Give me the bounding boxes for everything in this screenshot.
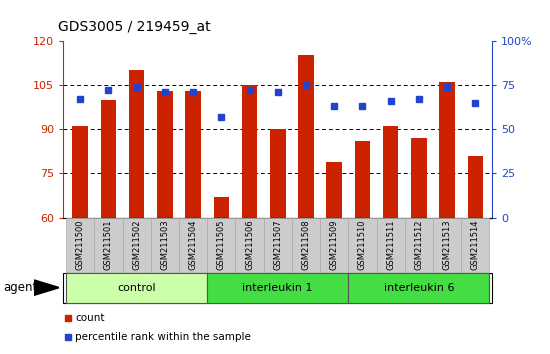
Text: GDS3005 / 219459_at: GDS3005 / 219459_at <box>58 19 210 34</box>
Bar <box>235 218 263 273</box>
Text: GSM211509: GSM211509 <box>329 219 339 270</box>
Text: GSM211514: GSM211514 <box>471 219 480 270</box>
Text: GSM211504: GSM211504 <box>189 219 197 270</box>
Text: GSM211500: GSM211500 <box>76 219 85 270</box>
Bar <box>433 218 461 273</box>
Bar <box>185 91 201 218</box>
Bar <box>270 129 285 218</box>
Bar <box>383 126 398 218</box>
Text: GSM211501: GSM211501 <box>104 219 113 270</box>
Bar <box>213 197 229 218</box>
Bar <box>66 273 207 303</box>
Bar <box>292 218 320 273</box>
Text: GSM211502: GSM211502 <box>132 219 141 270</box>
Bar <box>355 141 370 218</box>
Text: GSM211512: GSM211512 <box>414 219 424 270</box>
Bar <box>73 126 88 218</box>
Bar <box>207 273 348 303</box>
Bar <box>348 273 490 303</box>
Bar <box>157 91 173 218</box>
Text: interleukin 6: interleukin 6 <box>383 282 454 293</box>
Bar <box>377 218 405 273</box>
Text: GSM211507: GSM211507 <box>273 219 282 270</box>
Text: GSM211511: GSM211511 <box>386 219 395 270</box>
Bar <box>405 218 433 273</box>
Text: count: count <box>75 313 104 323</box>
Bar <box>298 56 314 218</box>
Bar <box>439 82 455 218</box>
Text: GSM211503: GSM211503 <box>161 219 169 270</box>
Polygon shape <box>34 280 59 295</box>
Bar <box>66 218 94 273</box>
Text: GSM211506: GSM211506 <box>245 219 254 270</box>
Bar <box>327 162 342 218</box>
Bar <box>129 70 145 218</box>
Text: GSM211508: GSM211508 <box>301 219 310 270</box>
Text: interleukin 1: interleukin 1 <box>243 282 313 293</box>
Bar <box>123 218 151 273</box>
Text: GSM211505: GSM211505 <box>217 219 226 270</box>
Bar <box>101 100 116 218</box>
Text: control: control <box>117 282 156 293</box>
Bar <box>461 218 490 273</box>
Bar <box>207 218 235 273</box>
Bar <box>94 218 123 273</box>
Bar <box>151 218 179 273</box>
Bar <box>320 218 348 273</box>
Bar <box>468 156 483 218</box>
Bar <box>263 218 292 273</box>
Bar <box>411 138 427 218</box>
Text: GSM211513: GSM211513 <box>443 219 452 270</box>
Text: agent: agent <box>3 281 37 294</box>
Bar <box>179 218 207 273</box>
Text: GSM211510: GSM211510 <box>358 219 367 270</box>
Bar <box>348 218 377 273</box>
Bar <box>242 85 257 218</box>
Text: percentile rank within the sample: percentile rank within the sample <box>75 332 251 342</box>
